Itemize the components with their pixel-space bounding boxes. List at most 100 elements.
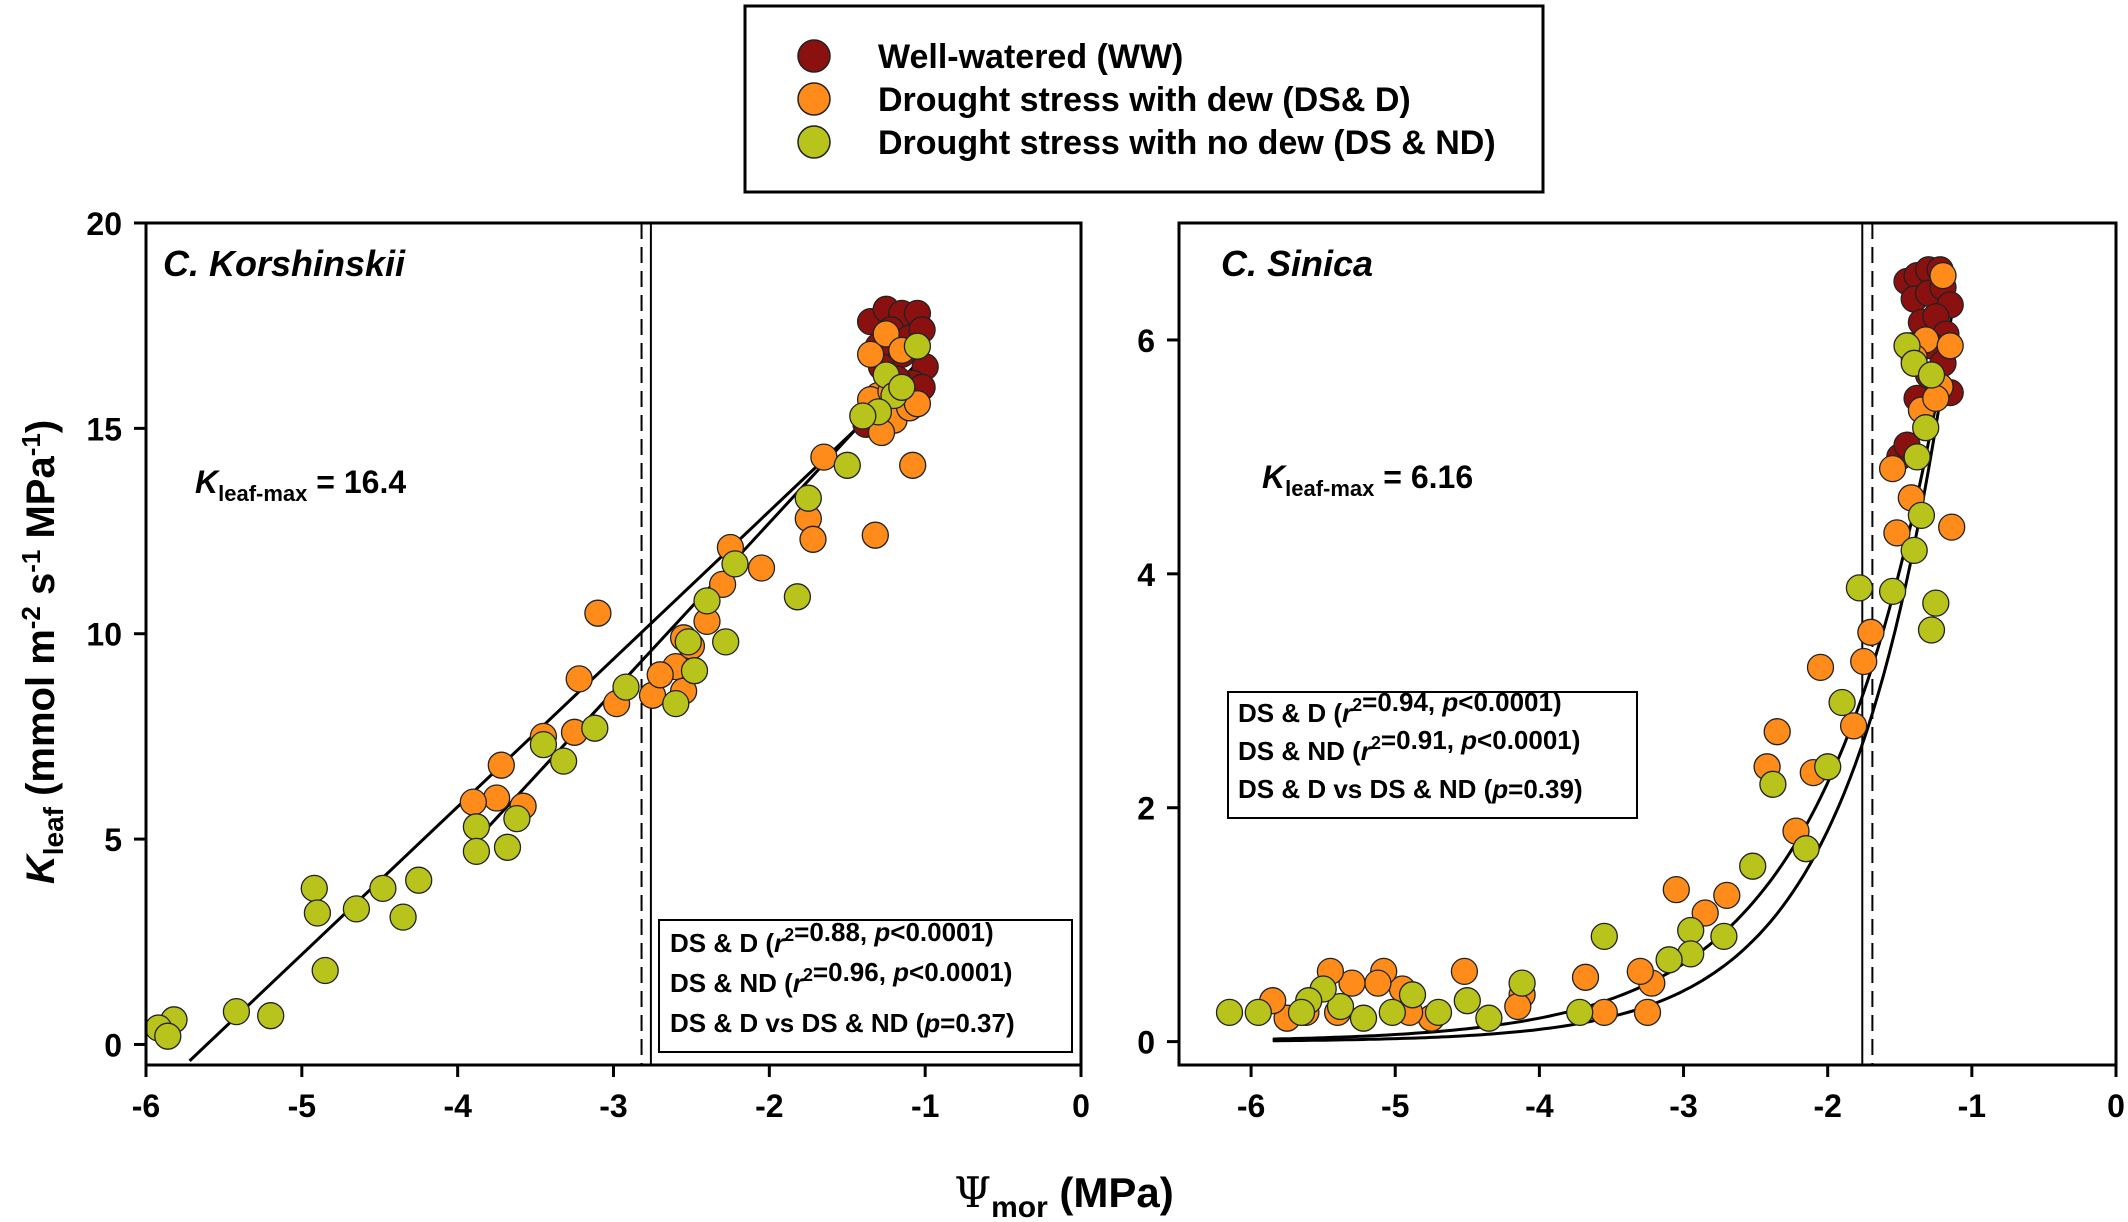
data-point bbox=[1839, 712, 1868, 740]
data-point bbox=[1566, 998, 1594, 1027]
data-point bbox=[1917, 616, 1946, 644]
x-tick-label: -3 bbox=[599, 1088, 627, 1124]
data-point bbox=[1475, 1004, 1503, 1032]
data-point bbox=[783, 583, 812, 611]
data-point bbox=[1845, 574, 1874, 602]
data-point bbox=[1655, 946, 1683, 974]
data-point bbox=[674, 628, 702, 656]
x-tick-label: -6 bbox=[132, 1088, 160, 1124]
stats-box-frame bbox=[658, 919, 1073, 1053]
data-point bbox=[856, 340, 885, 369]
data-point bbox=[222, 997, 251, 1026]
data-point bbox=[662, 689, 690, 718]
data-point bbox=[1806, 653, 1835, 682]
data-point bbox=[861, 521, 889, 549]
data-point bbox=[581, 714, 609, 742]
data-point bbox=[810, 443, 838, 471]
data-point bbox=[849, 402, 877, 430]
legend-label-dsd: Drought stress with dew (DS& D) bbox=[878, 81, 1411, 119]
data-point bbox=[1662, 875, 1690, 904]
stats-line: DS & D (r2=0.94, p<0.0001) bbox=[1238, 687, 1562, 728]
data-point bbox=[1504, 992, 1532, 1021]
legend-marker-ww bbox=[797, 39, 831, 73]
data-point bbox=[1677, 916, 1705, 945]
data-point bbox=[1828, 688, 1856, 717]
data-point bbox=[799, 525, 827, 553]
data-point bbox=[1349, 1004, 1378, 1032]
y-tick-label: 15 bbox=[86, 411, 122, 447]
data-point bbox=[300, 874, 328, 903]
data-point bbox=[1763, 718, 1791, 746]
data-point bbox=[1907, 501, 1936, 530]
kmax-label: Kleaf-max = 16.4 bbox=[195, 464, 406, 506]
legend-label-ww: Well-watered (WW) bbox=[878, 38, 1183, 76]
data-point bbox=[747, 554, 776, 582]
y-tick-label: 0 bbox=[1137, 1025, 1155, 1061]
data-point bbox=[584, 599, 612, 627]
y-tick-label: 2 bbox=[1137, 791, 1155, 827]
stats-line: DS & ND (r2=0.91, p<0.0001) bbox=[1238, 725, 1580, 766]
y-tick-label: 0 bbox=[104, 1027, 122, 1063]
kmax-label: Kleaf-max = 6.16 bbox=[1262, 459, 1473, 501]
data-point bbox=[1398, 981, 1427, 1009]
data-point bbox=[903, 332, 932, 360]
data-point bbox=[1938, 513, 1966, 541]
data-point bbox=[342, 895, 371, 923]
data-point bbox=[1713, 881, 1741, 910]
panel-korshinskii: -6 -5 -4 -3 -2 -1 0 0 5 10 15 20 C. Korshinskii Kle… bbox=[86, 206, 1089, 1124]
fit-curve-1 bbox=[188, 369, 919, 1062]
data-point bbox=[1883, 519, 1911, 547]
data-point bbox=[612, 673, 640, 701]
data-point bbox=[712, 628, 740, 656]
data-point bbox=[1450, 957, 1479, 986]
data-point bbox=[529, 730, 558, 759]
x-tick-label: 0 bbox=[2107, 1088, 2125, 1124]
data-point bbox=[1287, 998, 1316, 1027]
data-point bbox=[721, 550, 749, 578]
data-point bbox=[311, 956, 339, 985]
data-point bbox=[1364, 969, 1392, 997]
data-point bbox=[493, 833, 522, 861]
panel-title: C. Korshinskii bbox=[163, 243, 406, 284]
x-tick-label: -6 bbox=[1237, 1088, 1265, 1124]
stats-box-frame bbox=[1227, 691, 1638, 819]
x-tick-label: -1 bbox=[1958, 1088, 1986, 1124]
data-point bbox=[1814, 753, 1842, 781]
stats-line: DS & ND (r2=0.96, p<0.0001) bbox=[670, 957, 1012, 998]
data-point bbox=[646, 661, 674, 689]
data-point bbox=[1900, 536, 1928, 565]
stats-box: DS & D (r2=0.88, p<0.0001)DS & ND (r2=0.… bbox=[658, 917, 1073, 1053]
data-point bbox=[565, 665, 593, 693]
data-point bbox=[405, 866, 433, 894]
data-point bbox=[1929, 261, 1957, 290]
panel-title: C. Sinica bbox=[1221, 243, 1373, 284]
y-tick-label: 5 bbox=[104, 822, 122, 858]
data-point bbox=[1792, 835, 1820, 863]
data-point bbox=[1878, 454, 1907, 483]
data-point bbox=[693, 587, 721, 615]
data-point bbox=[833, 451, 861, 479]
data-point bbox=[482, 784, 511, 812]
x-tick-label: -2 bbox=[1813, 1088, 1841, 1124]
x-tick-label: -1 bbox=[911, 1088, 939, 1124]
data-point bbox=[1710, 922, 1738, 951]
data-point bbox=[487, 751, 515, 779]
data-point bbox=[1878, 577, 1907, 606]
x-tick-label: 0 bbox=[1072, 1088, 1090, 1124]
stats-line: DS & D vs DS & ND (p=0.39) bbox=[1238, 774, 1583, 804]
stats-box: DS & D (r2=0.94, p<0.0001)DS & ND (r2=0.… bbox=[1227, 687, 1638, 819]
data-point bbox=[303, 899, 332, 927]
data-point bbox=[1378, 998, 1406, 1027]
data-point bbox=[462, 837, 491, 866]
data-point bbox=[257, 1002, 285, 1030]
data-point bbox=[369, 874, 397, 903]
data-point bbox=[888, 373, 916, 401]
legend-label-dsnd: Drought stress with no dew (DS & ND) bbox=[878, 124, 1496, 162]
data-point bbox=[899, 451, 927, 479]
data-point bbox=[1633, 998, 1662, 1027]
data-point bbox=[503, 804, 531, 833]
data-point bbox=[1571, 963, 1600, 991]
stats-line: DS & D (r2=0.88, p<0.0001) bbox=[670, 917, 994, 958]
fit-curve-2 bbox=[1272, 314, 1954, 1041]
y-tick-label: 4 bbox=[1137, 557, 1155, 593]
